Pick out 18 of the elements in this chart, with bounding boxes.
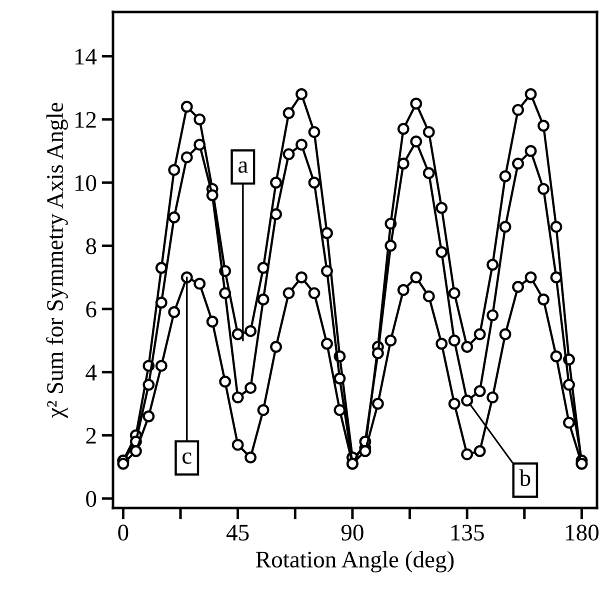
x-axis-title: Rotation Angle (deg)	[256, 550, 454, 572]
y-tick-label: 6	[86, 302, 96, 318]
y-axis-title: χ² Sum for Symmetry Axis Angle	[46, 102, 68, 418]
y-tick-label: 4	[86, 364, 97, 380]
x-tick-label: 180	[566, 524, 599, 541]
annotation: a	[238, 162, 248, 173]
y-tick-label: 2	[86, 428, 96, 444]
y-tick-label: 0	[86, 491, 96, 507]
annotation: b	[519, 469, 530, 486]
x-tick-label: 0	[118, 524, 128, 541]
x-tick-label: 90	[341, 524, 364, 541]
y-tick-label: 14	[75, 48, 97, 64]
y-tick-label: 10	[75, 175, 96, 192]
y-tick-label: 8	[86, 238, 96, 254]
x-tick-label: 45	[226, 524, 249, 541]
annotation: c	[182, 452, 192, 464]
y-tick-label: 12	[75, 112, 96, 128]
x-tick-label: 135	[451, 524, 484, 541]
